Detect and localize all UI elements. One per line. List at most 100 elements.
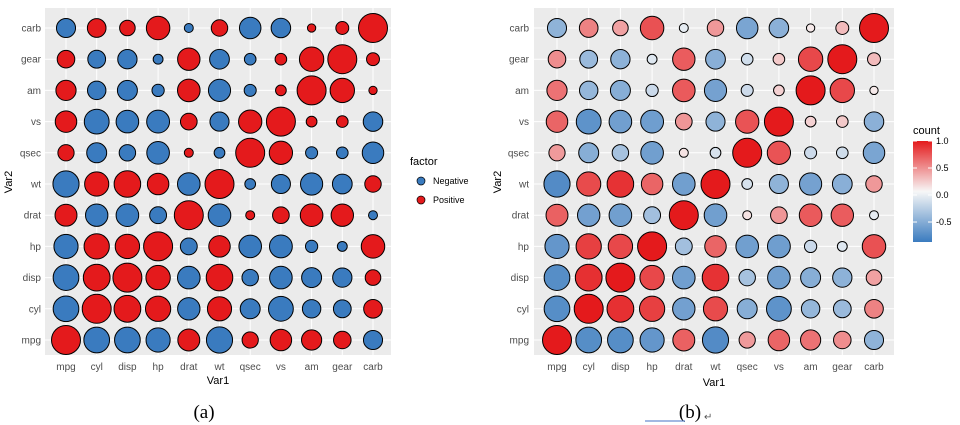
bubble-qsec-vs: [735, 109, 760, 134]
bubble-wt-wt: [204, 169, 235, 199]
legend-key-negative: [416, 176, 426, 186]
y-axis-title-b: Var2: [492, 171, 504, 193]
bubble-gear-gear: [327, 44, 358, 75]
bubble-disp-wt: [113, 170, 142, 198]
bubble-cyl-disp: [82, 263, 111, 292]
bubble-carb-disp: [364, 269, 382, 286]
bubble-mpg-gear: [547, 49, 567, 69]
bubble-am-qsec: [305, 146, 319, 160]
x-tick-label: mpg: [56, 362, 75, 373]
x-tick-label: gear: [332, 362, 353, 373]
legend-key-positive: [416, 195, 426, 205]
x-ticks-a: mpg cyl disp hp drat wt qsec vs am gear carb: [56, 362, 383, 373]
bubble-mpg-vs: [545, 110, 569, 133]
bubble-hp-am: [645, 83, 659, 98]
bubble-qsec-carb: [735, 16, 759, 40]
x-tick-label: hp: [153, 362, 165, 373]
bubble-drat-drat: [668, 200, 699, 231]
bubble-carb-cyl: [864, 298, 884, 319]
bubble-vs-drat: [770, 206, 788, 225]
bubble-am-cyl: [301, 299, 322, 319]
bubble-wt-wt: [700, 169, 731, 199]
bubble-qsec-disp: [738, 268, 756, 287]
bubble-disp-gear: [117, 49, 138, 70]
bubble-disp-vs: [608, 109, 633, 134]
bubble-carb-mpg: [362, 329, 384, 351]
bubble-gear-mpg: [333, 330, 352, 350]
x-tick-label: am: [305, 362, 319, 373]
bubble-cyl-vs: [575, 108, 602, 135]
bubble-am-carb: [306, 23, 317, 33]
bubble-mpg-disp: [543, 264, 571, 291]
bubble-drat-hp: [674, 237, 693, 256]
bubble-hp-disp: [145, 264, 171, 291]
y-tick-label: wt: [30, 180, 41, 191]
y-tick-label: hp: [518, 242, 530, 253]
x-tick-label: hp: [647, 362, 659, 373]
bubble-gear-qsec: [335, 146, 349, 160]
bubble-cyl-hp: [83, 233, 110, 260]
bubble-qsec-cyl: [736, 298, 758, 320]
bubble-gear-hp: [836, 240, 848, 252]
bubble-cyl-mpg: [575, 326, 603, 354]
bubble-wt-qsec: [213, 146, 226, 159]
bubble-cyl-cyl: [573, 293, 604, 324]
bubble-disp-drat: [115, 203, 140, 228]
bubble-disp-am: [116, 79, 138, 101]
bubble-carb-gear: [366, 52, 380, 67]
bubble-cyl-am: [578, 80, 599, 101]
bubble-am-mpg: [800, 329, 822, 351]
bubble-hp-qsec: [146, 140, 170, 165]
bubble-wt-carb: [210, 19, 229, 37]
bubble-hp-gear: [646, 53, 658, 65]
y-tick-label: disp: [511, 273, 530, 284]
bubble-qsec-gear: [243, 52, 257, 66]
bubble-drat-disp: [176, 265, 201, 290]
y-tick-label: qsec: [508, 148, 529, 159]
bubble-wt-hp: [208, 235, 231, 258]
bubble-cyl-carb: [86, 18, 107, 38]
bubble-carb-hp: [861, 234, 887, 259]
bubble-vs-vs: [265, 106, 296, 137]
bubble-disp-drat: [608, 203, 633, 228]
bubble-cyl-wt: [84, 171, 110, 197]
bubble-am-drat: [299, 203, 324, 228]
bubble-vs-cyl: [765, 295, 792, 322]
bubble-mpg-qsec: [57, 144, 75, 162]
bubble-mpg-wt: [52, 170, 80, 198]
bubble-gear-drat: [830, 203, 854, 227]
bubble-am-am: [296, 75, 327, 106]
bubble-carb-gear: [867, 52, 881, 67]
bubble-hp-am: [151, 83, 165, 98]
x-tick-label: vs: [276, 362, 286, 373]
bubble-drat-am: [671, 78, 696, 103]
bubble-vs-drat: [272, 206, 290, 225]
y-tick-label: drat: [512, 211, 529, 222]
bubble-wt-cyl: [702, 296, 729, 322]
bubble-am-disp: [301, 267, 323, 289]
x-tick-label: disp: [118, 362, 137, 373]
bubble-gear-mpg: [833, 330, 852, 350]
bubble-wt-vs: [705, 111, 726, 132]
bubble-vs-carb: [768, 17, 790, 39]
bubble-cyl-gear: [579, 49, 599, 69]
bubble-qsec-qsec: [732, 137, 763, 168]
legend-b: count 1.0 0.5 0.0 -0.5: [913, 125, 952, 242]
bubble-wt-cyl: [206, 296, 233, 322]
bubble-mpg-wt: [543, 170, 571, 198]
bubble-drat-wt: [671, 172, 696, 196]
x-tick-label: drat: [180, 362, 197, 373]
x-tick-label: carb: [363, 362, 383, 373]
bubble-disp-vs: [115, 109, 140, 134]
x-tick-label: vs: [774, 362, 784, 373]
bubble-am-hp: [803, 239, 818, 254]
bubble-wt-vs: [209, 111, 230, 132]
bubble-carb-hp: [360, 234, 386, 259]
bubble-am-mpg: [301, 329, 323, 351]
bubble-gear-cyl: [332, 299, 352, 319]
bubble-vs-wt: [270, 173, 291, 195]
x-tick-label: cyl: [583, 362, 595, 373]
bubble-gear-gear: [827, 44, 858, 75]
bubble-disp-cyl: [606, 294, 635, 323]
bubble-wt-carb: [706, 19, 725, 37]
